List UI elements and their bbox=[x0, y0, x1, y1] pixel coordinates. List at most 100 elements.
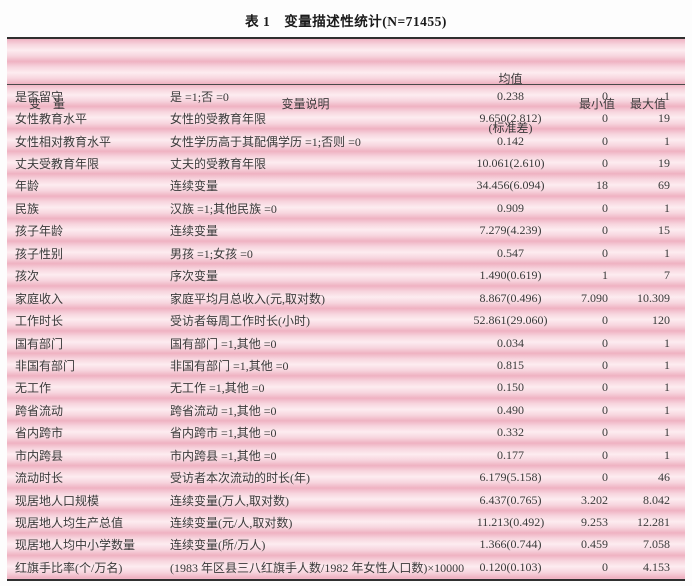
cell-description: 受访者每周工作时长(小时) bbox=[170, 314, 310, 329]
cell-description: 省内跨市 =1,其他 =0 bbox=[170, 426, 277, 441]
cell-min: 9.253 bbox=[581, 515, 608, 530]
cell-description: 市内跨县 =1,其他 =0 bbox=[170, 448, 277, 463]
cell-min: 18 bbox=[596, 178, 608, 193]
cell-mean-sd: 10.061(2.610) bbox=[476, 156, 545, 171]
cell-max: 19 bbox=[658, 156, 670, 171]
cell-max: 1 bbox=[664, 245, 670, 260]
cell-min: 0 bbox=[602, 223, 608, 238]
table-row: 红旗手比率(个/万名) (1983 年区县三八红旗手人数/1982 年女性人口数)… bbox=[7, 556, 685, 578]
cell-variable: 省内跨市 bbox=[15, 426, 64, 441]
table-row: 流动时长 受访者本次流动的时长(年) 6.179(5.158) 0 46 bbox=[7, 466, 685, 488]
table-body: 是否留守 是 =1;否 =0 0.238 0 1 女性教育水平 女性的受教育年限 9.650(… bbox=[7, 85, 685, 579]
cell-max: 7 bbox=[664, 268, 670, 283]
cell-max: 7.058 bbox=[643, 537, 670, 552]
cell-description: 丈夫的受教育年限 bbox=[170, 157, 267, 172]
cell-variable: 市内跨县 bbox=[15, 448, 64, 463]
cell-description: 无工作 =1,其他 =0 bbox=[170, 381, 265, 396]
cell-mean-sd: 0.490 bbox=[497, 402, 524, 417]
cell-description: 连续变量(万人,取对数) bbox=[170, 493, 289, 508]
cell-mean-sd: 0.177 bbox=[497, 447, 524, 462]
cell-max: 69 bbox=[658, 178, 670, 193]
cell-min: 0 bbox=[602, 380, 608, 395]
table-row: 女性教育水平 女性的受教育年限 9.650(2.812) 0 19 bbox=[7, 107, 685, 129]
cell-min: 0 bbox=[602, 313, 608, 328]
cell-variable: 孩子性别 bbox=[15, 246, 64, 261]
cell-max: 10.309 bbox=[637, 290, 670, 305]
cell-description: 连续变量 bbox=[170, 179, 219, 194]
cell-description: 非国有部门 =1,其他 =0 bbox=[170, 358, 289, 373]
cell-min: 0 bbox=[602, 470, 608, 485]
cell-min: 0 bbox=[602, 245, 608, 260]
table-title: 表 1 变量描述性统计(N=71455) bbox=[245, 14, 447, 29]
cell-mean-sd: 52.861(29.060) bbox=[473, 313, 548, 328]
cell-description: 连续变量(元/人,取对数) bbox=[170, 516, 293, 531]
cell-max: 19 bbox=[658, 111, 670, 126]
cell-max: 1 bbox=[664, 200, 670, 215]
table-row: 工作时长 受访者每周工作时长(小时) 52.861(29.060) 0 120 bbox=[7, 309, 685, 331]
cell-max: 1 bbox=[664, 425, 670, 440]
cell-mean-sd: 7.279(4.239) bbox=[479, 223, 542, 238]
cell-mean-sd: 1.490(0.619) bbox=[479, 268, 542, 283]
table-row: 民族 汉族 =1;其他民族 =0 0.909 0 1 bbox=[7, 197, 685, 219]
cell-max: 4.153 bbox=[643, 559, 670, 574]
cell-mean-sd: 11.213(0.492) bbox=[476, 515, 545, 530]
cell-mean-sd: 1.366(0.744) bbox=[479, 537, 542, 552]
cell-mean-sd: 0.238 bbox=[497, 88, 524, 103]
cell-description: 是 =1;否 =0 bbox=[170, 89, 229, 104]
header-cell-description: 变量说明 bbox=[281, 96, 330, 111]
cell-mean-sd: 0.142 bbox=[497, 133, 524, 148]
table-row: 非国有部门 非国有部门 =1,其他 =0 0.815 0 1 bbox=[7, 354, 685, 376]
header-mean-line2: (标准差) bbox=[488, 120, 533, 135]
table-row: 跨省流动 跨省流动 =1,其他 =0 0.490 0 1 bbox=[7, 399, 685, 421]
table-row: 孩子年龄 连续变量 7.279(4.239) 0 15 bbox=[7, 220, 685, 242]
table-row: 是否留守 是 =1;否 =0 0.238 0 1 bbox=[7, 85, 685, 107]
cell-max: 1 bbox=[664, 357, 670, 372]
cell-min: 1 bbox=[602, 268, 608, 283]
cell-mean-sd: 6.437(0.765) bbox=[479, 492, 542, 507]
table-row: 孩次 序次变量 1.490(0.619) 1 7 bbox=[7, 265, 685, 287]
table-row: 孩子性别 男孩 =1;女孩 =0 0.547 0 1 bbox=[7, 242, 685, 264]
cell-variable: 是否留守 bbox=[15, 89, 64, 104]
cell-variable: 现居地人均中小学数量 bbox=[15, 538, 136, 553]
table-row: 现居地人均中小学数量 连续变量(所/万人) 1.366(0.744) 0.459 7.0… bbox=[7, 534, 685, 556]
cell-variable: 女性教育水平 bbox=[15, 112, 88, 127]
table-row: 家庭收入 家庭平均月总收入(元,取对数) 8.867(0.496) 7.090 10.3… bbox=[7, 287, 685, 309]
cell-min: 0 bbox=[602, 559, 608, 574]
cell-min: 0 bbox=[602, 88, 608, 103]
table-row: 省内跨市 省内跨市 =1,其他 =0 0.332 0 1 bbox=[7, 422, 685, 444]
cell-variable: 孩次 bbox=[15, 269, 40, 284]
table-row: 年龄 连续变量 34.456(6.094) 18 69 bbox=[7, 175, 685, 197]
table-header-row: 变 量 变量说明 均值 (标准差) 最小值 最大值 bbox=[7, 39, 685, 135]
cell-description: 序次变量 bbox=[170, 269, 219, 284]
cell-max: 12.281 bbox=[637, 515, 670, 530]
cell-variable: 跨省流动 bbox=[15, 403, 64, 418]
cell-description: 连续变量 bbox=[170, 224, 219, 239]
cell-mean-sd: 0.120(0.103) bbox=[479, 559, 542, 574]
table-row: 现居地人口规模 连续变量(万人,取对数) 6.437(0.765) 3.202 8.04… bbox=[7, 489, 685, 511]
header-cell-mean: 均值 (标准差) bbox=[448, 39, 573, 169]
cell-variable: 流动时长 bbox=[15, 471, 64, 486]
cell-variable: 非国有部门 bbox=[15, 358, 76, 373]
cell-max: 1 bbox=[664, 402, 670, 417]
header-cell-variable: 变 量 bbox=[29, 96, 66, 111]
cell-mean-sd: 0.332 bbox=[497, 425, 524, 440]
cell-variable: 年龄 bbox=[15, 179, 40, 194]
cell-variable: 现居地人均生产总值 bbox=[15, 516, 124, 531]
cell-description: 连续变量(所/万人) bbox=[170, 538, 266, 553]
cell-variable: 民族 bbox=[15, 201, 40, 216]
cell-variable: 丈夫受教育年限 bbox=[15, 157, 100, 172]
cell-max: 46 bbox=[658, 470, 670, 485]
cell-description: 男孩 =1;女孩 =0 bbox=[170, 246, 253, 261]
cell-mean-sd: 0.034 bbox=[497, 335, 524, 350]
cell-min: 0 bbox=[602, 133, 608, 148]
table-row: 无工作 无工作 =1,其他 =0 0.150 0 1 bbox=[7, 377, 685, 399]
table-row: 市内跨县 市内跨县 =1,其他 =0 0.177 0 1 bbox=[7, 444, 685, 466]
cell-mean-sd: 0.150 bbox=[497, 380, 524, 395]
cell-max: 1 bbox=[664, 447, 670, 462]
cell-min: 0 bbox=[602, 156, 608, 171]
cell-min: 0 bbox=[602, 425, 608, 440]
cell-min: 0.459 bbox=[581, 537, 608, 552]
table-row: 女性相对教育水平 女性学历高于其配偶学历 =1;否则 =0 0.142 0 1 bbox=[7, 130, 685, 152]
cell-variable: 工作时长 bbox=[15, 314, 64, 329]
